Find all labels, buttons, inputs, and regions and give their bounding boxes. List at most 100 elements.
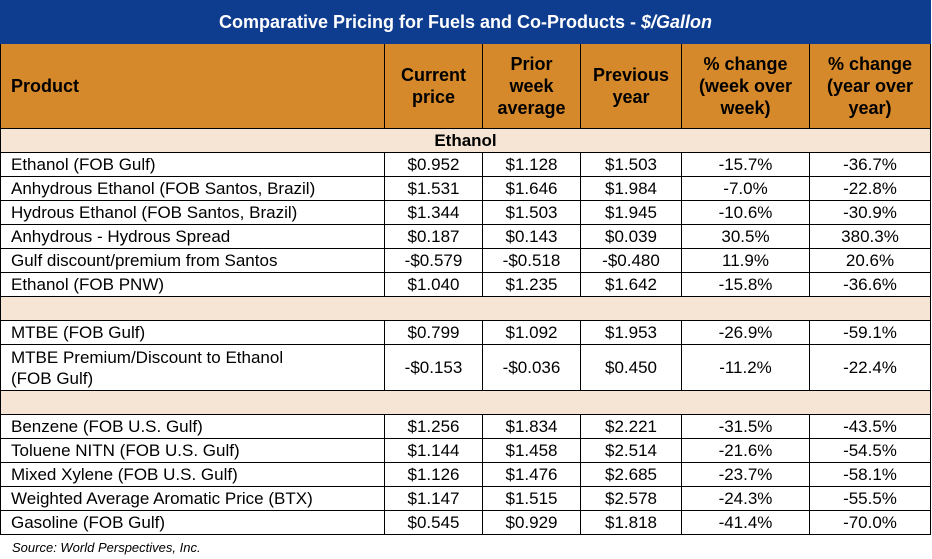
header-wow-line3: week)	[720, 98, 771, 118]
cell-prior-week-average: $0.143	[482, 224, 581, 249]
section-spacer-cell	[0, 296, 932, 321]
table-row: Gulf discount/premium from Santos -$0.57…	[0, 248, 932, 273]
header-pct-change-week: % change (week over week)	[681, 43, 810, 129]
cell-product: Anhydrous - Hydrous Spread	[0, 224, 385, 249]
cell-product-line2: (FOB Gulf)	[11, 368, 94, 388]
header-prior-line2: week	[509, 76, 554, 96]
cell-previous-year: $1.984	[580, 176, 682, 201]
cell-prior-week-average: -$0.036	[482, 344, 581, 391]
cell-pct-change-week: -7.0%	[681, 176, 810, 201]
cell-pct-change-week: -24.3%	[681, 486, 810, 511]
header-current-line1: Current	[400, 65, 466, 85]
source-note: Source: World Perspectives, Inc.	[12, 540, 201, 555]
table-row: Toluene NITN (FOB U.S. Gulf) $1.144 $1.4…	[0, 438, 932, 463]
cell-product: Gulf discount/premium from Santos	[0, 248, 385, 273]
cell-prior-week-average: $1.834	[482, 414, 581, 439]
header-current-price: Current price	[384, 43, 483, 129]
cell-prior-week-average: $1.235	[482, 272, 581, 297]
header-prev-line1: Previous	[592, 65, 670, 85]
cell-pct-change-week: -26.9%	[681, 320, 810, 345]
cell-pct-change-week: -31.5%	[681, 414, 810, 439]
title-text: Comparative Pricing for Fuels and Co-Pro…	[218, 11, 642, 32]
cell-pct-change-year: 20.6%	[808, 248, 932, 273]
cell-pct-change-week: 30.5%	[681, 224, 810, 249]
cell-product: Gasoline (FOB Gulf)	[0, 510, 385, 535]
section-row-ethanol: Ethanol	[0, 128, 932, 153]
cell-pct-change-year: -22.4%	[808, 344, 932, 391]
cell-product: Mixed Xylene (FOB U.S. Gulf)	[0, 462, 385, 487]
cell-current-price: $0.545	[384, 510, 483, 535]
header-pct-change-year: % change (year over year)	[808, 43, 932, 129]
cell-pct-change-year: -36.6%	[808, 272, 932, 297]
cell-current-price: $0.799	[384, 320, 483, 345]
section-spacer	[0, 296, 932, 321]
pricing-table: Comparative Pricing for Fuels and Co-Pro…	[0, 0, 932, 535]
section-spacer	[0, 390, 932, 415]
header-prior-line3: average	[497, 98, 566, 118]
cell-pct-change-week: 11.9%	[681, 248, 810, 273]
cell-prior-week-average: $0.929	[482, 510, 581, 535]
cell-previous-year: $1.818	[580, 510, 682, 535]
cell-previous-year: $2.685	[580, 462, 682, 487]
section-label-ethanol: Ethanol	[0, 128, 932, 153]
cell-product: Hydrous Ethanol (FOB Santos, Brazil)	[0, 200, 385, 225]
cell-current-price: $0.952	[384, 152, 483, 177]
table-row: Benzene (FOB U.S. Gulf) $1.256 $1.834 $2…	[0, 414, 932, 439]
header-prior-week-average: Prior week average	[482, 43, 581, 129]
cell-pct-change-week: -10.6%	[681, 200, 810, 225]
cell-pct-change-week: -15.8%	[681, 272, 810, 297]
header-current-line2: price	[411, 87, 456, 107]
cell-pct-change-year: -54.5%	[808, 438, 932, 463]
cell-pct-change-year: -70.0%	[808, 510, 932, 535]
cell-prior-week-average: $1.458	[482, 438, 581, 463]
cell-pct-change-week: -15.7%	[681, 152, 810, 177]
cell-previous-year: $0.039	[580, 224, 682, 249]
cell-previous-year: $1.953	[580, 320, 682, 345]
cell-prior-week-average: $1.503	[482, 200, 581, 225]
header-wow-line2: (week over	[698, 76, 793, 96]
table-row: Mixed Xylene (FOB U.S. Gulf) $1.126 $1.4…	[0, 462, 932, 487]
cell-pct-change-year: -55.5%	[808, 486, 932, 511]
cell-previous-year: $1.642	[580, 272, 682, 297]
header-yoy-line3: year)	[848, 98, 892, 118]
cell-product: Toluene NITN (FOB U.S. Gulf)	[0, 438, 385, 463]
cell-product: Benzene (FOB U.S. Gulf)	[0, 414, 385, 439]
header-product-label: Product	[11, 76, 80, 96]
cell-pct-change-week: -41.4%	[681, 510, 810, 535]
header-row: Product Current price Prior week average Pr…	[0, 43, 932, 129]
cell-current-price: $0.187	[384, 224, 483, 249]
header-yoy-line1: % change	[827, 54, 913, 74]
table-row: Anhydrous Ethanol (FOB Santos, Brazil) $…	[0, 176, 932, 201]
cell-prior-week-average: $1.515	[482, 486, 581, 511]
title-unit: $/Gallon	[641, 11, 713, 32]
table-row: Hydrous Ethanol (FOB Santos, Brazil) $1.…	[0, 200, 932, 225]
cell-pct-change-week: -11.2%	[681, 344, 810, 391]
table-row: MTBE (FOB Gulf) $0.799 $1.092 $1.953 -26…	[0, 320, 932, 345]
cell-previous-year: $2.578	[580, 486, 682, 511]
cell-prior-week-average: $1.476	[482, 462, 581, 487]
cell-current-price: -$0.579	[384, 248, 483, 273]
cell-product: MTBE (FOB Gulf)	[0, 320, 385, 345]
header-previous-year: Previous year	[580, 43, 682, 129]
title-row: Comparative Pricing for Fuels and Co-Pro…	[0, 0, 932, 44]
cell-prior-week-average: $1.092	[482, 320, 581, 345]
cell-previous-year: $2.221	[580, 414, 682, 439]
header-prior-line1: Prior	[510, 54, 553, 74]
table-title: Comparative Pricing for Fuels and Co-Pro…	[0, 0, 932, 44]
cell-product: Weighted Average Aromatic Price (BTX)	[0, 486, 385, 511]
cell-prior-week-average: -$0.518	[482, 248, 581, 273]
table-row: Anhydrous - Hydrous Spread $0.187 $0.143…	[0, 224, 932, 249]
cell-previous-year: $1.503	[580, 152, 682, 177]
cell-prior-week-average: $1.128	[482, 152, 581, 177]
cell-current-price: $1.040	[384, 272, 483, 297]
cell-product: Ethanol (FOB PNW)	[0, 272, 385, 297]
cell-product-line1: MTBE Premium/Discount to Ethanol	[11, 347, 284, 367]
cell-pct-change-year: -22.8%	[808, 176, 932, 201]
header-product: Product	[0, 43, 385, 129]
table-row: Weighted Average Aromatic Price (BTX) $1…	[0, 486, 932, 511]
header-prev-line2: year	[612, 87, 650, 107]
cell-previous-year: $1.945	[580, 200, 682, 225]
table-row: Ethanol (FOB Gulf) $0.952 $1.128 $1.503 …	[0, 152, 932, 177]
cell-pct-change-year: -36.7%	[808, 152, 932, 177]
